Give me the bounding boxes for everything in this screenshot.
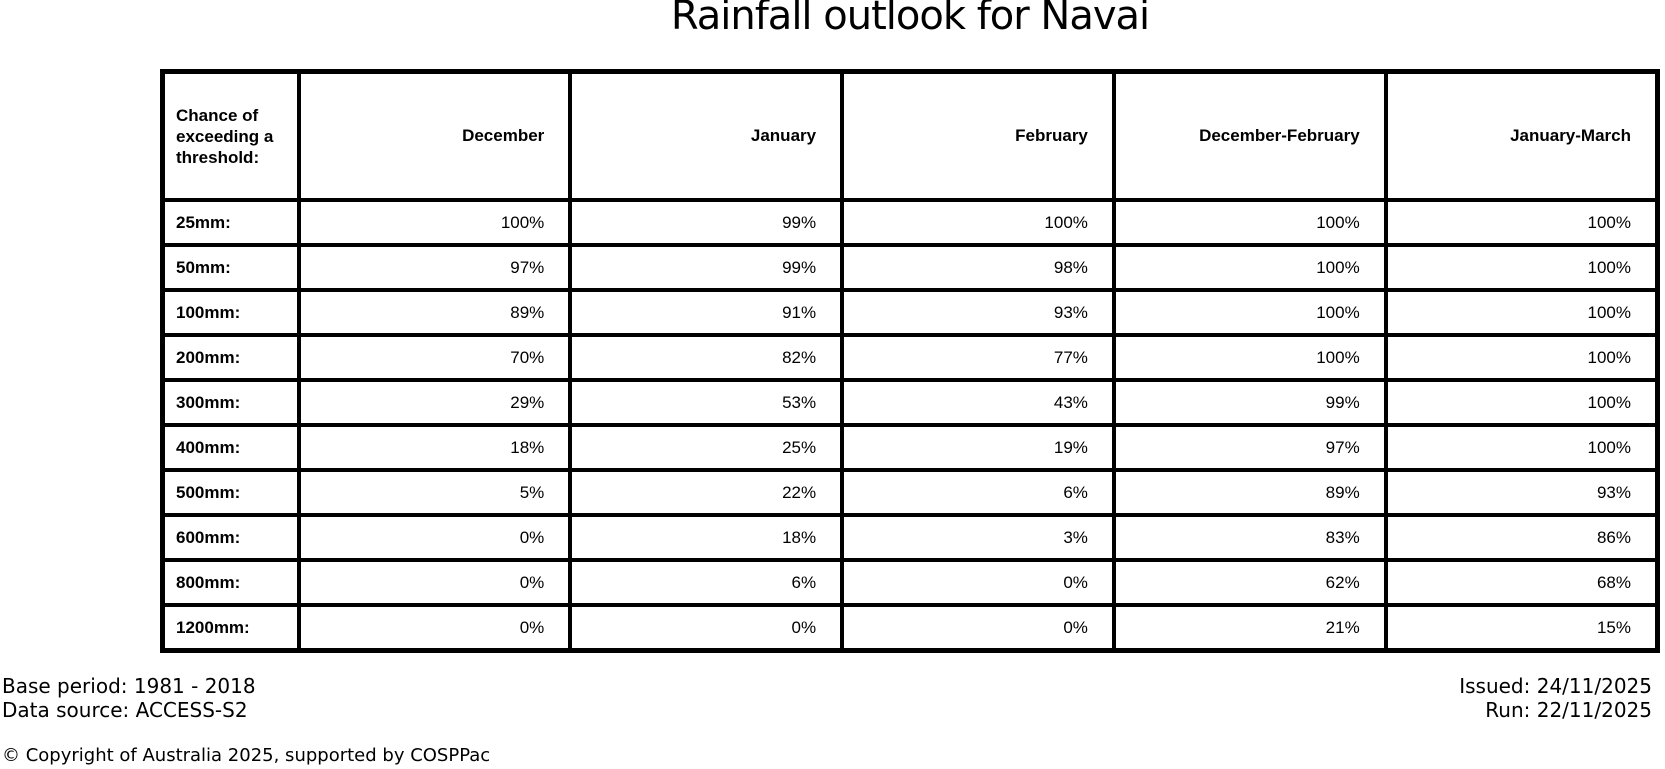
- value-cell: 0%: [296, 558, 573, 607]
- value-cell: 15%: [1383, 603, 1660, 653]
- column-header-december-february: December-February: [1111, 69, 1388, 202]
- value-cell: 70%: [296, 333, 573, 382]
- value-cell: 93%: [840, 288, 1116, 337]
- value-cell: 0%: [840, 558, 1116, 607]
- value-cell: 62%: [1111, 558, 1388, 607]
- value-cell: 22%: [568, 468, 845, 517]
- value-cell: 43%: [840, 378, 1116, 427]
- value-cell: 99%: [1111, 378, 1388, 427]
- corner-header-cell: Chance of exceeding a threshold:: [160, 69, 301, 202]
- value-cell: 100%: [296, 198, 573, 247]
- value-cell: 0%: [568, 603, 845, 653]
- value-cell: 77%: [840, 333, 1116, 382]
- value-cell: 5%: [296, 468, 573, 517]
- table-row: 50mm: 97% 99% 98% 100% 100%: [160, 243, 1660, 292]
- column-header-february: February: [840, 69, 1116, 202]
- footer-left-block: Base period: 1981 - 2018 Data source: AC…: [2, 674, 256, 722]
- value-cell: 18%: [296, 423, 573, 472]
- table-row: 500mm: 5% 22% 6% 89% 93%: [160, 468, 1660, 517]
- table-row: 600mm: 0% 18% 3% 83% 86%: [160, 513, 1660, 562]
- value-cell: 0%: [296, 513, 573, 562]
- value-cell: 0%: [296, 603, 573, 653]
- table-row: 300mm: 29% 53% 43% 99% 100%: [160, 378, 1660, 427]
- run-date-text: Run: 22/11/2025: [1485, 698, 1652, 722]
- data-source-text: Data source: ACCESS-S2: [2, 698, 248, 722]
- value-cell: 100%: [1383, 288, 1660, 337]
- value-cell: 3%: [840, 513, 1116, 562]
- value-cell: 98%: [840, 243, 1116, 292]
- value-cell: 82%: [568, 333, 845, 382]
- row-label: 200mm:: [160, 333, 301, 382]
- row-label: 300mm:: [160, 378, 301, 427]
- value-cell: 100%: [1383, 423, 1660, 472]
- value-cell: 100%: [1111, 243, 1388, 292]
- row-label: 50mm:: [160, 243, 301, 292]
- table-row: 100mm: 89% 91% 93% 100% 100%: [160, 288, 1660, 337]
- value-cell: 91%: [568, 288, 845, 337]
- base-period-text: Base period: 1981 - 2018: [2, 674, 256, 698]
- rainfall-outlook-table: Chance of exceeding a threshold: Decembe…: [160, 69, 1660, 653]
- column-header-january: January: [568, 69, 845, 202]
- table-row: 800mm: 0% 6% 0% 62% 68%: [160, 558, 1660, 607]
- table-header-row: Chance of exceeding a threshold: Decembe…: [160, 69, 1660, 202]
- value-cell: 6%: [840, 468, 1116, 517]
- value-cell: 97%: [1111, 423, 1388, 472]
- row-label: 100mm:: [160, 288, 301, 337]
- value-cell: 18%: [568, 513, 845, 562]
- row-label: 800mm:: [160, 558, 301, 607]
- value-cell: 100%: [1383, 378, 1660, 427]
- value-cell: 100%: [1383, 243, 1660, 292]
- column-header-january-march: January-March: [1383, 69, 1660, 202]
- value-cell: 97%: [296, 243, 573, 292]
- value-cell: 100%: [1383, 198, 1660, 247]
- value-cell: 86%: [1383, 513, 1660, 562]
- value-cell: 99%: [568, 243, 845, 292]
- column-header-december: December: [296, 69, 573, 202]
- value-cell: 99%: [568, 198, 845, 247]
- value-cell: 6%: [568, 558, 845, 607]
- row-label: 25mm:: [160, 198, 301, 247]
- row-label: 1200mm:: [160, 603, 301, 653]
- value-cell: 100%: [1111, 288, 1388, 337]
- value-cell: 19%: [840, 423, 1116, 472]
- value-cell: 89%: [296, 288, 573, 337]
- value-cell: 68%: [1383, 558, 1660, 607]
- issued-date-text: Issued: 24/11/2025: [1459, 674, 1652, 698]
- copyright-text: © Copyright of Australia 2025, supported…: [2, 745, 491, 766]
- value-cell: 0%: [840, 603, 1116, 653]
- row-label: 600mm:: [160, 513, 301, 562]
- value-cell: 100%: [1111, 198, 1388, 247]
- value-cell: 83%: [1111, 513, 1388, 562]
- value-cell: 89%: [1111, 468, 1388, 517]
- row-label: 400mm:: [160, 423, 301, 472]
- value-cell: 100%: [840, 198, 1116, 247]
- table-row: 25mm: 100% 99% 100% 100% 100%: [160, 198, 1660, 247]
- value-cell: 25%: [568, 423, 845, 472]
- value-cell: 100%: [1383, 333, 1660, 382]
- value-cell: 93%: [1383, 468, 1660, 517]
- table-row: 200mm: 70% 82% 77% 100% 100%: [160, 333, 1660, 382]
- footer-right-block: Issued: 24/11/2025 Run: 22/11/2025: [1459, 674, 1652, 722]
- value-cell: 53%: [568, 378, 845, 427]
- page-title: Rainfall outlook for Navai: [670, 0, 1150, 39]
- table-row: 1200mm: 0% 0% 0% 21% 15%: [160, 603, 1660, 653]
- value-cell: 21%: [1111, 603, 1388, 653]
- value-cell: 100%: [1111, 333, 1388, 382]
- row-label: 500mm:: [160, 468, 301, 517]
- table-row: 400mm: 18% 25% 19% 97% 100%: [160, 423, 1660, 472]
- value-cell: 29%: [296, 378, 573, 427]
